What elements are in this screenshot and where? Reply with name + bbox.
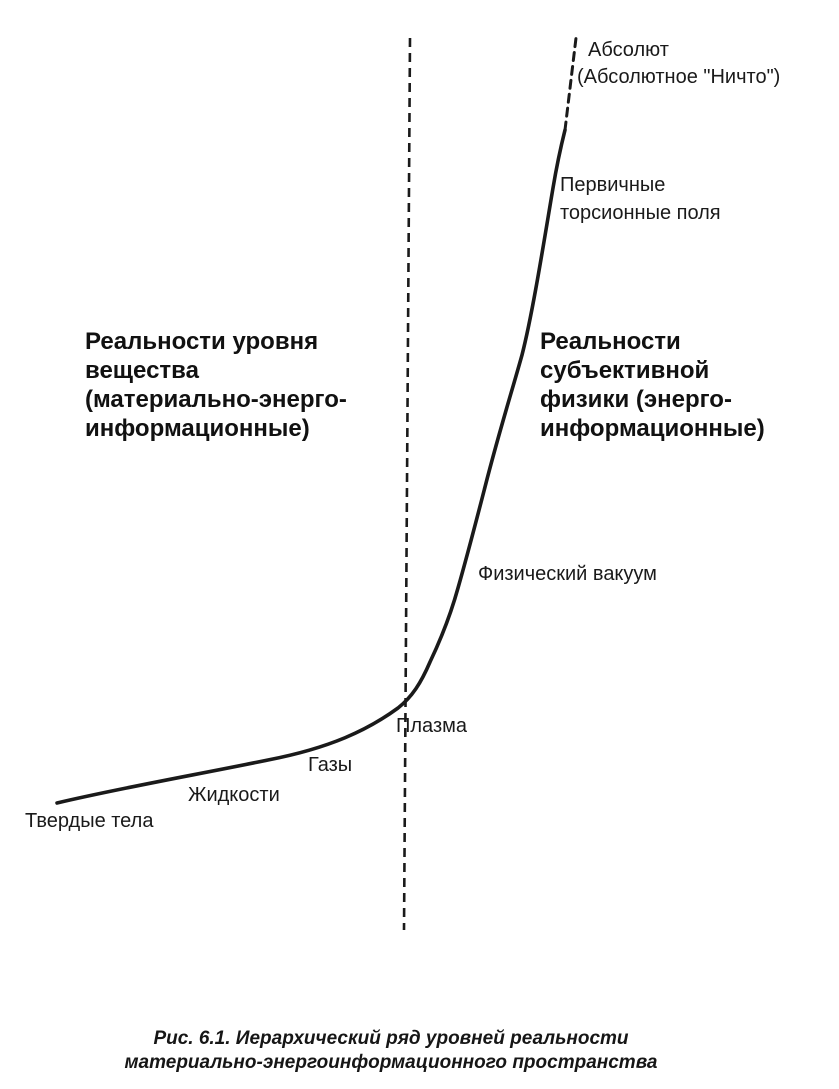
left-region-line4: информационные) [85,415,310,442]
hierarchy-curve [55,128,567,805]
level-label-physical-vacuum: Физический вакуум [478,563,657,585]
torsion-fields-label-line1: Первичные [560,174,666,196]
torsion-fields-label-line2: торсионные поля [560,202,721,224]
level-label-plasma: Плазма [396,715,467,737]
level-label-solids: Твердые тела [25,810,154,832]
divider-dashed-line [402,37,412,931]
right-region-line4: информационные) [540,415,765,442]
absolute-label-line2: (Абсолютное "Ничто") [577,66,781,88]
level-label-gases: Газы [308,754,353,776]
left-region-line1: Реальности уровня [85,328,319,355]
left-region-label: Реальности уровня вещества (материально-… [85,327,347,443]
level-label-liquids: Жидкости [188,784,280,806]
curve-top-dashed-segment [563,36,578,132]
right-region-label: Реальности субъективной физики (энерго- … [540,327,765,443]
right-region-line1: Реальности [540,328,681,355]
absolute-label-line1: Абсолют [588,39,669,61]
left-region-line2: вещества [85,357,199,384]
right-region-line3: физики (энерго- [540,386,732,413]
figure-caption: Рис. 6.1. Иерархический ряд уровней реал… [60,1027,722,1075]
figure-caption-line2: материально-энергоинформационного простр… [124,1052,658,1073]
right-region-line2: субъективной [540,357,710,384]
left-region-line3: (материально-энерго- [85,386,347,413]
figure-caption-line1: Рис. 6.1. Иерархический ряд уровней реал… [153,1028,629,1049]
